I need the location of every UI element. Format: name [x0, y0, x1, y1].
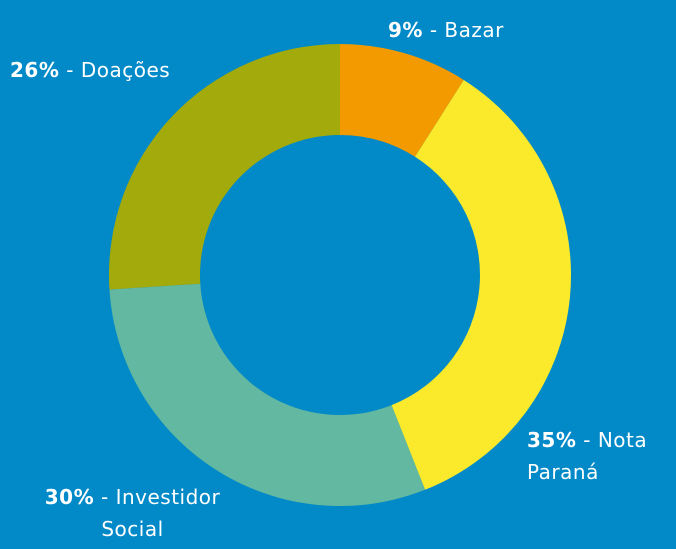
category-label: Nota Paraná	[527, 428, 648, 484]
slice-label: 26% - Doações	[10, 54, 230, 86]
donut-segment	[109, 283, 426, 506]
value-label: 30%	[44, 485, 95, 509]
category-label: Doações	[80, 58, 171, 82]
value-label: 9%	[388, 18, 423, 42]
donut-segment	[109, 44, 340, 290]
category-label: Investidor Social	[101, 485, 221, 541]
donut-segment	[391, 79, 572, 490]
donut-segment	[340, 44, 464, 157]
category-label: Bazar	[444, 18, 504, 42]
slice-label: 9% - Bazar	[388, 14, 588, 46]
separator: -	[576, 428, 598, 452]
separator: -	[422, 18, 445, 42]
separator: -	[59, 58, 81, 82]
slice-label: 30% - Investidor Social	[20, 481, 245, 545]
value-label: 35%	[527, 428, 577, 452]
slice-label: 35% - Nota Paraná	[527, 424, 676, 488]
separator: -	[94, 485, 116, 509]
value-label: 26%	[10, 58, 60, 82]
